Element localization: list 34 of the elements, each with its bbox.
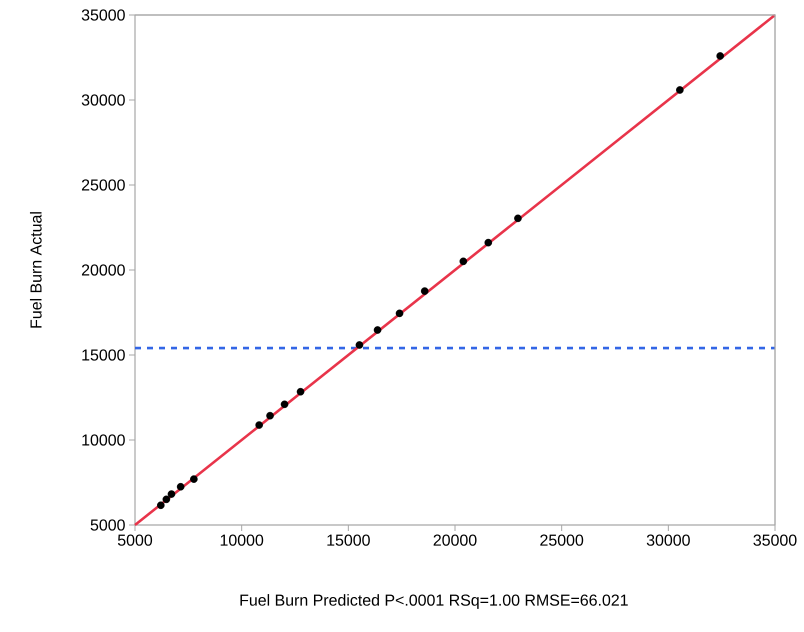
x-tick-label: 10000 bbox=[220, 534, 264, 546]
x-tick-label: 30000 bbox=[646, 534, 690, 546]
y-axis-title: Fuel Burn Actual bbox=[30, 212, 42, 328]
point bbox=[420, 287, 429, 295]
point bbox=[374, 326, 382, 334]
x-axis-title: Fuel Burn Predicted P<.0001 RSq=1.00 RMSE=66.021 bbox=[240, 594, 628, 609]
y-tick-label: 35000 bbox=[82, 9, 125, 21]
x-tick-label: 20000 bbox=[434, 534, 477, 546]
x-tick-label: 35000 bbox=[753, 534, 797, 546]
y-tick-label: 5000 bbox=[90, 519, 125, 531]
y-tick-label: 15000 bbox=[82, 349, 125, 361]
point bbox=[396, 310, 404, 318]
point bbox=[514, 214, 522, 222]
y-tick-label: 25000 bbox=[82, 179, 125, 191]
x-tick-label: 15000 bbox=[327, 534, 370, 546]
point bbox=[255, 421, 263, 429]
point bbox=[168, 490, 176, 498]
point bbox=[716, 52, 724, 60]
point bbox=[266, 412, 274, 420]
point bbox=[356, 341, 364, 349]
point bbox=[296, 388, 304, 396]
point bbox=[280, 400, 288, 408]
point bbox=[162, 496, 170, 504]
point bbox=[190, 475, 198, 483]
point bbox=[157, 501, 165, 510]
x-tick-label: 25000 bbox=[540, 534, 584, 546]
point bbox=[676, 86, 684, 94]
y-tick-label: 20000 bbox=[82, 264, 125, 276]
point bbox=[176, 482, 184, 491]
x-tick-label: 5000 bbox=[118, 534, 152, 546]
point bbox=[484, 238, 492, 246]
point bbox=[460, 258, 468, 266]
y-tick-label: 10000 bbox=[82, 434, 125, 446]
y-tick-label: 30000 bbox=[82, 94, 125, 106]
